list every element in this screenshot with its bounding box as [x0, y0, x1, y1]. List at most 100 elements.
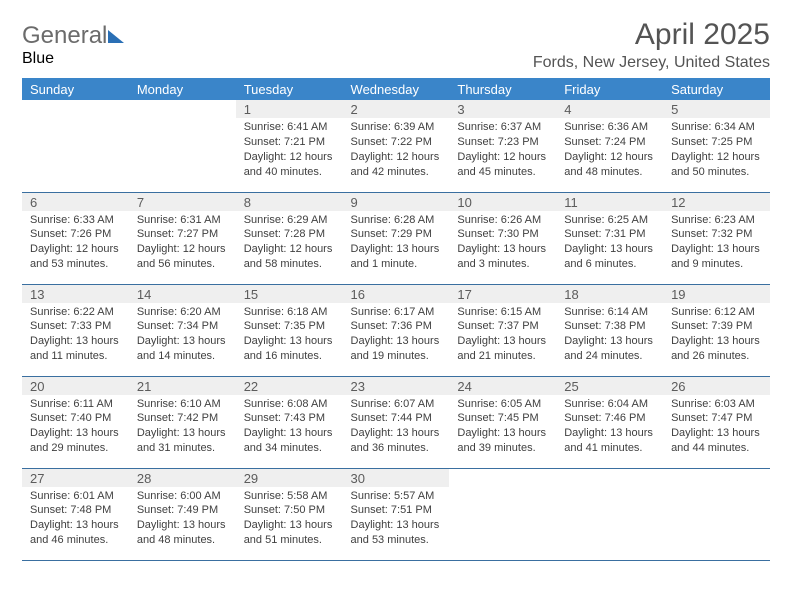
day-header: Tuesday	[236, 78, 343, 100]
calendar-cell: 5Sunrise: 6:34 AMSunset: 7:25 PMDaylight…	[663, 100, 770, 192]
logo-line1: General	[22, 22, 107, 50]
day-number: 2	[343, 100, 450, 118]
sunset-text: Sunset: 7:44 PM	[351, 411, 444, 426]
daylight-text: Daylight: 13 hours and 3 minutes.	[457, 242, 550, 272]
sunrise-text: Sunrise: 6:07 AM	[351, 397, 444, 412]
cell-body: Sunrise: 6:08 AMSunset: 7:43 PMDaylight:…	[236, 395, 343, 460]
sunrise-text: Sunrise: 5:57 AM	[351, 489, 444, 504]
daylight-text: Daylight: 13 hours and 41 minutes.	[564, 426, 657, 456]
sunrise-text: Sunrise: 6:33 AM	[30, 213, 123, 228]
sunset-text: Sunset: 7:25 PM	[671, 135, 764, 150]
cell-body: Sunrise: 6:39 AMSunset: 7:22 PMDaylight:…	[343, 118, 450, 183]
daylight-text: Daylight: 13 hours and 1 minute.	[351, 242, 444, 272]
calendar-cell: 30Sunrise: 5:57 AMSunset: 7:51 PMDayligh…	[343, 468, 450, 560]
day-number: 27	[22, 469, 129, 487]
page-title: April 2025	[533, 18, 770, 52]
day-number	[449, 469, 556, 487]
sunrise-text: Sunrise: 6:41 AM	[244, 120, 337, 135]
day-number: 15	[236, 285, 343, 303]
daylight-text: Daylight: 12 hours and 48 minutes.	[564, 150, 657, 180]
cell-body: Sunrise: 6:31 AMSunset: 7:27 PMDaylight:…	[129, 211, 236, 276]
sunset-text: Sunset: 7:36 PM	[351, 319, 444, 334]
day-number	[129, 100, 236, 118]
daylight-text: Daylight: 13 hours and 29 minutes.	[30, 426, 123, 456]
sunset-text: Sunset: 7:24 PM	[564, 135, 657, 150]
sunset-text: Sunset: 7:23 PM	[457, 135, 550, 150]
day-number: 28	[129, 469, 236, 487]
sunrise-text: Sunrise: 6:01 AM	[30, 489, 123, 504]
calendar-week: 6Sunrise: 6:33 AMSunset: 7:26 PMDaylight…	[22, 192, 770, 284]
cell-body: Sunrise: 6:28 AMSunset: 7:29 PMDaylight:…	[343, 211, 450, 276]
calendar-cell	[449, 468, 556, 560]
calendar-cell: 20Sunrise: 6:11 AMSunset: 7:40 PMDayligh…	[22, 376, 129, 468]
calendar-cell: 24Sunrise: 6:05 AMSunset: 7:45 PMDayligh…	[449, 376, 556, 468]
cell-body: Sunrise: 6:04 AMSunset: 7:46 PMDaylight:…	[556, 395, 663, 460]
logo: General Blue	[22, 18, 124, 68]
calendar-cell: 8Sunrise: 6:29 AMSunset: 7:28 PMDaylight…	[236, 192, 343, 284]
day-number: 22	[236, 377, 343, 395]
sunset-text: Sunset: 7:28 PM	[244, 227, 337, 242]
cell-body: Sunrise: 6:11 AMSunset: 7:40 PMDaylight:…	[22, 395, 129, 460]
logo-triangle-icon	[108, 30, 124, 43]
daylight-text: Daylight: 12 hours and 53 minutes.	[30, 242, 123, 272]
daylight-text: Daylight: 13 hours and 24 minutes.	[564, 334, 657, 364]
sunrise-text: Sunrise: 6:28 AM	[351, 213, 444, 228]
cell-body: Sunrise: 6:00 AMSunset: 7:49 PMDaylight:…	[129, 487, 236, 552]
day-number: 19	[663, 285, 770, 303]
sunset-text: Sunset: 7:42 PM	[137, 411, 230, 426]
daylight-text: Daylight: 12 hours and 50 minutes.	[671, 150, 764, 180]
sunset-text: Sunset: 7:32 PM	[671, 227, 764, 242]
cell-body: Sunrise: 6:07 AMSunset: 7:44 PMDaylight:…	[343, 395, 450, 460]
calendar-cell: 21Sunrise: 6:10 AMSunset: 7:42 PMDayligh…	[129, 376, 236, 468]
sunset-text: Sunset: 7:49 PM	[137, 503, 230, 518]
daylight-text: Daylight: 13 hours and 48 minutes.	[137, 518, 230, 548]
cell-body: Sunrise: 6:33 AMSunset: 7:26 PMDaylight:…	[22, 211, 129, 276]
calendar-cell: 28Sunrise: 6:00 AMSunset: 7:49 PMDayligh…	[129, 468, 236, 560]
day-number: 18	[556, 285, 663, 303]
cell-body: Sunrise: 6:17 AMSunset: 7:36 PMDaylight:…	[343, 303, 450, 368]
day-number: 10	[449, 193, 556, 211]
day-number: 11	[556, 193, 663, 211]
sunset-text: Sunset: 7:38 PM	[564, 319, 657, 334]
day-number: 5	[663, 100, 770, 118]
sunrise-text: Sunrise: 6:29 AM	[244, 213, 337, 228]
calendar-cell: 26Sunrise: 6:03 AMSunset: 7:47 PMDayligh…	[663, 376, 770, 468]
sunrise-text: Sunrise: 6:03 AM	[671, 397, 764, 412]
day-number: 16	[343, 285, 450, 303]
daylight-text: Daylight: 13 hours and 21 minutes.	[457, 334, 550, 364]
day-number: 4	[556, 100, 663, 118]
calendar-cell	[663, 468, 770, 560]
cell-body: Sunrise: 6:10 AMSunset: 7:42 PMDaylight:…	[129, 395, 236, 460]
sunrise-text: Sunrise: 6:17 AM	[351, 305, 444, 320]
cell-body: Sunrise: 6:41 AMSunset: 7:21 PMDaylight:…	[236, 118, 343, 183]
cell-body: Sunrise: 6:23 AMSunset: 7:32 PMDaylight:…	[663, 211, 770, 276]
calendar-cell: 12Sunrise: 6:23 AMSunset: 7:32 PMDayligh…	[663, 192, 770, 284]
cell-body: Sunrise: 6:20 AMSunset: 7:34 PMDaylight:…	[129, 303, 236, 368]
page-header: General Blue April 2025 Fords, New Jerse…	[22, 18, 770, 72]
calendar-cell: 9Sunrise: 6:28 AMSunset: 7:29 PMDaylight…	[343, 192, 450, 284]
calendar-cell: 18Sunrise: 6:14 AMSunset: 7:38 PMDayligh…	[556, 284, 663, 376]
cell-body: Sunrise: 5:57 AMSunset: 7:51 PMDaylight:…	[343, 487, 450, 552]
calendar-cell: 16Sunrise: 6:17 AMSunset: 7:36 PMDayligh…	[343, 284, 450, 376]
calendar-week: 1Sunrise: 6:41 AMSunset: 7:21 PMDaylight…	[22, 100, 770, 192]
daylight-text: Daylight: 13 hours and 6 minutes.	[564, 242, 657, 272]
day-number: 8	[236, 193, 343, 211]
daylight-text: Daylight: 12 hours and 56 minutes.	[137, 242, 230, 272]
sunset-text: Sunset: 7:39 PM	[671, 319, 764, 334]
calendar-cell: 14Sunrise: 6:20 AMSunset: 7:34 PMDayligh…	[129, 284, 236, 376]
sunrise-text: Sunrise: 6:10 AM	[137, 397, 230, 412]
calendar-cell	[22, 100, 129, 192]
calendar-cell: 2Sunrise: 6:39 AMSunset: 7:22 PMDaylight…	[343, 100, 450, 192]
sunrise-text: Sunrise: 6:37 AM	[457, 120, 550, 135]
cell-body: Sunrise: 5:58 AMSunset: 7:50 PMDaylight:…	[236, 487, 343, 552]
cell-body: Sunrise: 6:37 AMSunset: 7:23 PMDaylight:…	[449, 118, 556, 183]
calendar-cell: 25Sunrise: 6:04 AMSunset: 7:46 PMDayligh…	[556, 376, 663, 468]
daylight-text: Daylight: 13 hours and 9 minutes.	[671, 242, 764, 272]
sunset-text: Sunset: 7:43 PM	[244, 411, 337, 426]
day-number: 23	[343, 377, 450, 395]
daylight-text: Daylight: 13 hours and 26 minutes.	[671, 334, 764, 364]
daylight-text: Daylight: 13 hours and 14 minutes.	[137, 334, 230, 364]
daylight-text: Daylight: 13 hours and 36 minutes.	[351, 426, 444, 456]
day-number: 17	[449, 285, 556, 303]
cell-body: Sunrise: 6:14 AMSunset: 7:38 PMDaylight:…	[556, 303, 663, 368]
